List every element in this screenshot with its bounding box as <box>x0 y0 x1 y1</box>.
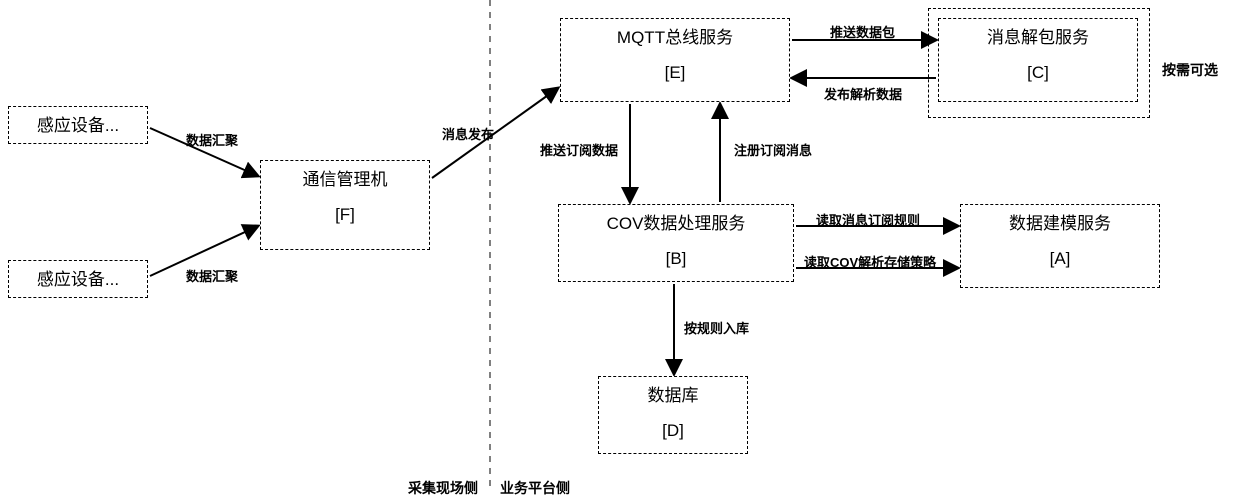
edge-label-C-E-bot: 发布解析数据 <box>824 84 902 103</box>
node-comm-manager-F: 通信管理机 [F] <box>260 160 430 250</box>
node-database-D: 数据库 [D] <box>598 376 748 454</box>
group-optional-C <box>928 8 1150 118</box>
edge-label-s1-F: 数据汇聚 <box>186 130 238 149</box>
node-E-tag: [E] <box>565 63 785 83</box>
node-D-title: 数据库 <box>603 383 743 409</box>
edge-label-F-E: 消息发布 <box>442 124 494 143</box>
edge-label-E-B-down: 推送订阅数据 <box>540 140 618 159</box>
side-label-right: 业务平台侧 <box>500 478 570 498</box>
node-F-tag: [F] <box>265 205 425 225</box>
node-sensor-2: 感应设备... <box>8 260 148 298</box>
node-sensor-2-title: 感应设备... <box>13 267 143 293</box>
edge-label-s2-F: 数据汇聚 <box>186 266 238 285</box>
node-sensor-1-title: 感应设备... <box>13 113 143 139</box>
node-B-title: COV数据处理服务 <box>563 211 789 237</box>
node-A-tag: [A] <box>965 249 1155 269</box>
edge-label-B-A-bot: 读取COV解析存储策略 <box>804 252 936 271</box>
node-cov-proc-B: COV数据处理服务 [B] <box>558 204 794 282</box>
edge-label-B-E-up: 注册订阅消息 <box>734 140 812 159</box>
edge-label-B-A-top: 读取消息订阅规则 <box>816 210 920 229</box>
node-D-tag: [D] <box>603 421 743 441</box>
node-mqtt-bus-E: MQTT总线服务 [E] <box>560 18 790 102</box>
edge-label-E-C-top: 推送数据包 <box>830 22 895 41</box>
node-B-tag: [B] <box>563 249 789 269</box>
node-data-model-A: 数据建模服务 [A] <box>960 204 1160 288</box>
node-E-title: MQTT总线服务 <box>565 25 785 51</box>
note-optional: 按需可选 <box>1162 60 1218 80</box>
node-A-title: 数据建模服务 <box>965 211 1155 237</box>
edge-label-B-D: 按规则入库 <box>684 318 749 337</box>
node-sensor-1: 感应设备... <box>8 106 148 144</box>
node-F-title: 通信管理机 <box>265 167 425 193</box>
side-label-left: 采集现场侧 <box>408 478 478 498</box>
